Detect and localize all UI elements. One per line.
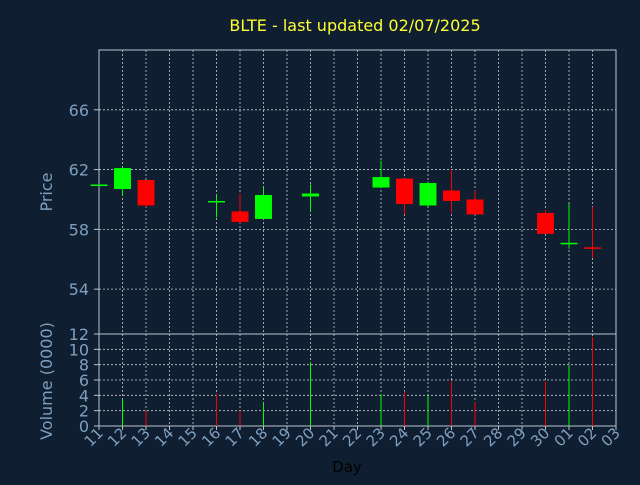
x-tick-label: 24 bbox=[386, 424, 412, 450]
price-tick-label: 54 bbox=[69, 280, 89, 299]
candle-down bbox=[396, 178, 413, 204]
volume-tick-label: 8 bbox=[79, 356, 89, 375]
x-tick-label: 23 bbox=[363, 424, 389, 450]
x-tick-label: 30 bbox=[527, 424, 553, 450]
x-tick-label: 14 bbox=[151, 424, 177, 450]
x-tick-label: 01 bbox=[551, 424, 577, 450]
price-tick-label: 66 bbox=[69, 101, 89, 120]
candle-down bbox=[584, 247, 601, 249]
candle-down bbox=[443, 190, 460, 201]
candle-down bbox=[466, 199, 484, 215]
x-tick-label: 28 bbox=[480, 424, 506, 450]
volume-tick-label: 2 bbox=[79, 402, 89, 421]
x-tick-label: 20 bbox=[292, 424, 318, 450]
volume-grid bbox=[99, 334, 616, 426]
volume-tick-label: 0 bbox=[79, 417, 89, 436]
candle-down bbox=[537, 212, 554, 234]
candle-up bbox=[114, 168, 131, 190]
candle-up bbox=[560, 242, 578, 245]
candle-up bbox=[372, 177, 390, 188]
x-tick-label: 22 bbox=[339, 424, 365, 450]
x-tick-label: 12 bbox=[104, 424, 130, 450]
x-axis-ticks: 1112131415161718192021222324252627282930… bbox=[81, 424, 624, 450]
x-tick-label: 19 bbox=[269, 424, 295, 450]
candle-up bbox=[208, 200, 225, 203]
price-axis: 54 58 62 66 bbox=[69, 49, 617, 335]
x-tick-label: 29 bbox=[504, 424, 530, 450]
volume-tick-label: 12 bbox=[69, 325, 89, 344]
price-tick-label: 62 bbox=[69, 161, 89, 180]
candle-down bbox=[231, 211, 249, 222]
candlestick-series bbox=[90, 160, 601, 258]
volume-tick-label: 6 bbox=[79, 371, 89, 390]
price-grid bbox=[99, 50, 616, 334]
candle-up bbox=[255, 194, 272, 219]
x-tick-label: 03 bbox=[598, 424, 624, 450]
x-tick-label: 17 bbox=[222, 424, 248, 450]
x-tick-label: 13 bbox=[128, 424, 154, 450]
x-tick-label: 25 bbox=[410, 424, 436, 450]
volume-series bbox=[122, 337, 593, 426]
price-tick-label: 58 bbox=[69, 220, 89, 239]
volume-tick-label: 10 bbox=[69, 340, 89, 359]
candle-up bbox=[90, 184, 108, 187]
volume-tick-label: 4 bbox=[79, 386, 89, 405]
volume-axis-label: Volume (0000) bbox=[37, 322, 56, 440]
x-tick-label: 15 bbox=[175, 424, 201, 450]
candle-down bbox=[137, 180, 155, 206]
x-tick-label: 16 bbox=[198, 424, 224, 450]
x-tick-label: 18 bbox=[245, 424, 271, 450]
x-axis-label: Day bbox=[332, 458, 362, 476]
x-tick-label: 02 bbox=[574, 424, 600, 450]
candle-up bbox=[302, 193, 319, 197]
candle-up bbox=[419, 183, 437, 206]
x-tick-label: 21 bbox=[316, 424, 342, 450]
chart-title: BLTE - last updated 02/07/2025 bbox=[229, 16, 480, 35]
price-axis-label: Price bbox=[37, 172, 56, 211]
x-tick-label: 26 bbox=[433, 424, 459, 450]
x-tick-label: 27 bbox=[457, 424, 483, 450]
